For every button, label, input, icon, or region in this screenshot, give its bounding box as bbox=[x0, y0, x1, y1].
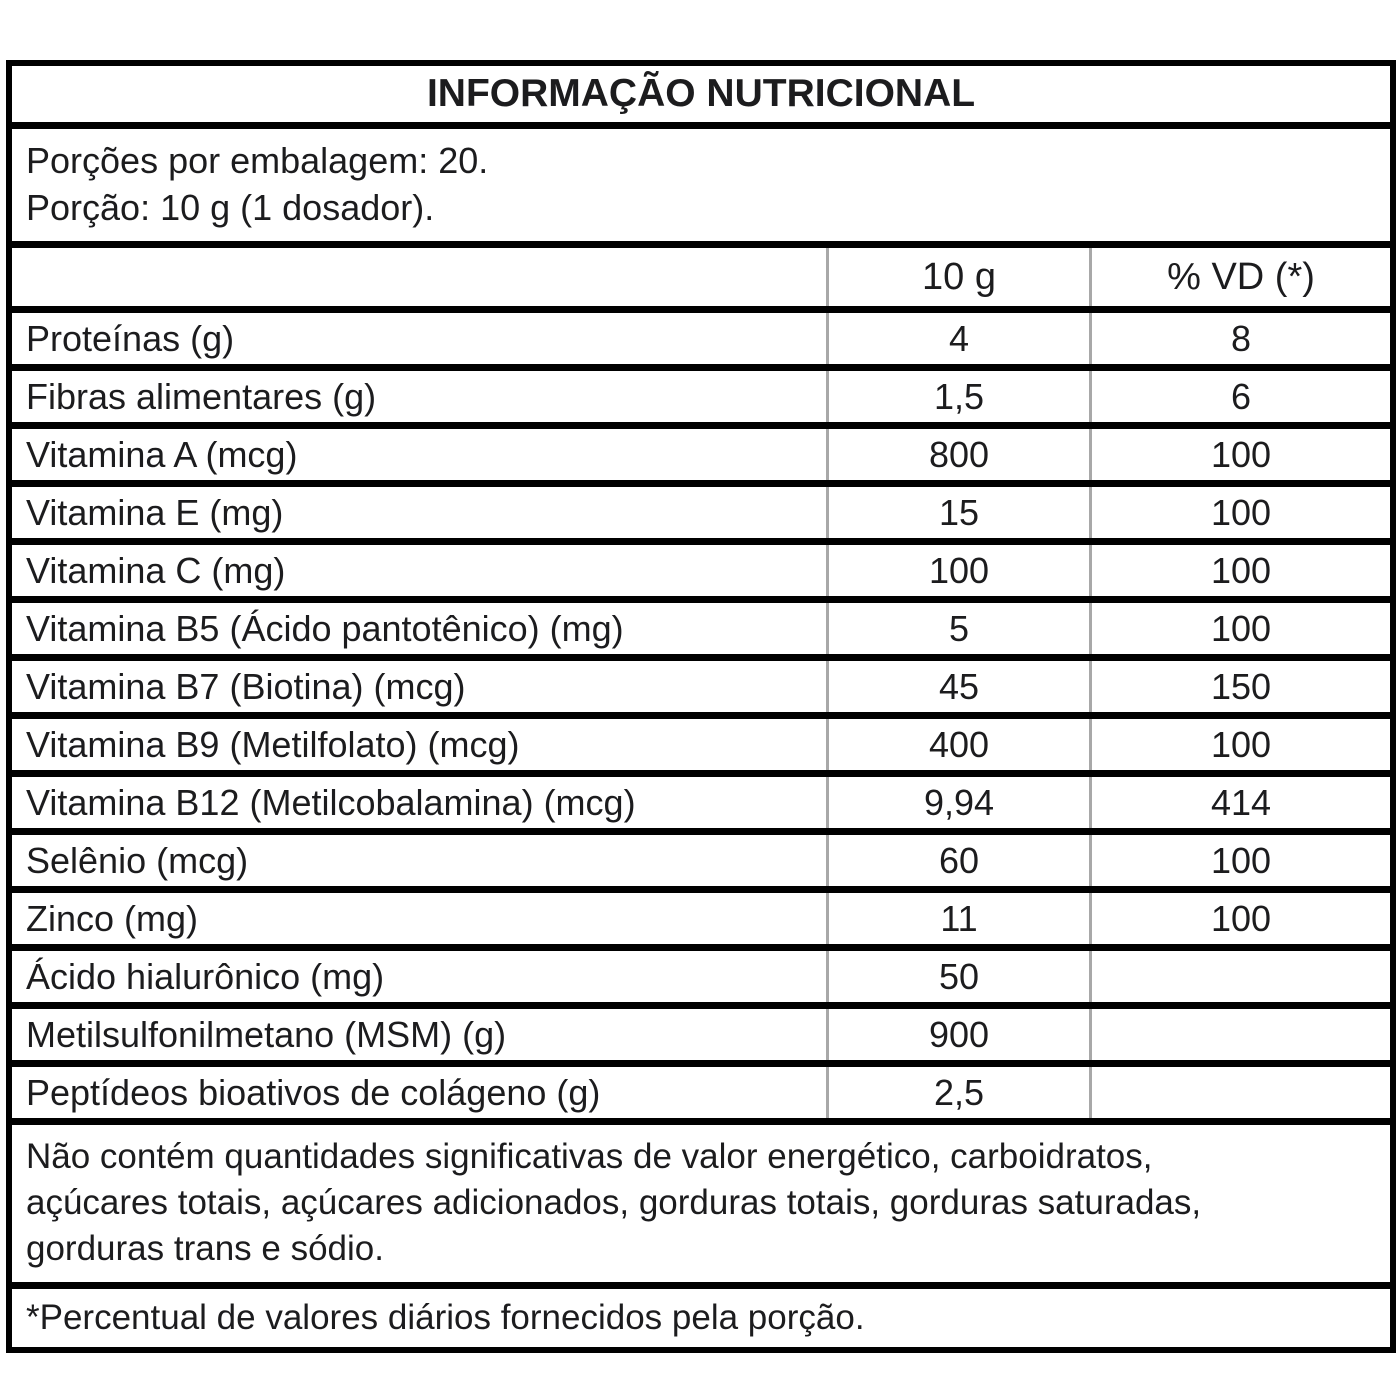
nutrient-amount: 9,94 bbox=[826, 777, 1089, 828]
table-row: Proteínas (g) 4 8 bbox=[12, 313, 1390, 371]
nutrient-label: Fibras alimentares (g) bbox=[26, 375, 377, 417]
nutrient-amount: 1,5 bbox=[826, 371, 1089, 422]
nutrient-label: Vitamina B7 (Biotina) (mcg) bbox=[26, 665, 466, 707]
nutrient-vd: 100 bbox=[1089, 429, 1390, 480]
nutrient-amount: 800 bbox=[826, 429, 1089, 480]
nutrient-amount: 100 bbox=[826, 545, 1089, 596]
no-significant-amounts-note: Não contém quantidades significativas de… bbox=[12, 1125, 1390, 1289]
table-row: Vitamina C (mg) 100 100 bbox=[12, 545, 1390, 603]
nutrient-vd bbox=[1089, 1009, 1390, 1060]
nutrient-vd: 8 bbox=[1089, 313, 1390, 364]
nutrient-label: Proteínas (g) bbox=[26, 317, 235, 359]
nutrient-vd: 100 bbox=[1089, 545, 1390, 596]
table-row: Vitamina E (mg) 15 100 bbox=[12, 487, 1390, 545]
table-row: Ácido hialurônico (mg) 50 bbox=[12, 951, 1390, 1009]
nutrient-vd: 6 bbox=[1089, 371, 1390, 422]
table-row: Selênio (mcg) 60 100 bbox=[12, 835, 1390, 893]
nutrient-amount: 11 bbox=[826, 893, 1089, 944]
table-row: Vitamina B12 (Metilcobalamina) (mcg) 9,9… bbox=[12, 777, 1390, 835]
nutrient-label: Vitamina A (mcg) bbox=[26, 433, 298, 475]
column-header-vd: % VD (*) bbox=[1089, 248, 1390, 306]
nutrient-amount: 50 bbox=[826, 951, 1089, 1002]
nutrient-amount: 45 bbox=[826, 661, 1089, 712]
footnote-text: *Percentual de valores diários fornecido… bbox=[26, 1298, 865, 1337]
table-header-row: 10 g % VD (*) bbox=[12, 248, 1390, 313]
page-title: INFORMAÇÃO NUTRICIONAL bbox=[426, 72, 976, 115]
nutrient-label: Vitamina C (mg) bbox=[26, 549, 286, 591]
nutrient-vd: 100 bbox=[1089, 603, 1390, 654]
column-header-amount: 10 g bbox=[826, 248, 1089, 306]
table-row: Peptídeos bioativos de colágeno (g) 2,5 bbox=[12, 1067, 1390, 1118]
nutrient-vd: 100 bbox=[1089, 893, 1390, 944]
servings-per-package-text: Porções por embalagem: 20. bbox=[26, 140, 489, 181]
nutrient-vd: 100 bbox=[1089, 719, 1390, 770]
nutrient-vd: 100 bbox=[1089, 487, 1390, 538]
nutrient-amount: 60 bbox=[826, 835, 1089, 886]
table-row: Zinco (mg) 11 100 bbox=[12, 893, 1390, 951]
nutrient-label: Vitamina B12 (Metilcobalamina) (mcg) bbox=[26, 781, 636, 823]
nutrient-vd: 100 bbox=[1089, 835, 1390, 886]
nutrient-amount: 900 bbox=[826, 1009, 1089, 1060]
nutrient-label: Vitamina B9 (Metilfolato) (mcg) bbox=[26, 723, 520, 765]
nutrient-amount: 2,5 bbox=[826, 1067, 1089, 1118]
nutrient-label: Metilsulfonilmetano (MSM) (g) bbox=[26, 1013, 507, 1055]
table-row: Fibras alimentares (g) 1,5 6 bbox=[12, 371, 1390, 429]
nutrient-vd: 414 bbox=[1089, 777, 1390, 828]
serving-size-text: Porção: 10 g (1 dosador). bbox=[26, 187, 435, 228]
nutrient-table: 10 g % VD (*) Proteínas (g) 4 8 Fibras a… bbox=[12, 248, 1390, 1125]
nutrient-amount: 15 bbox=[826, 487, 1089, 538]
table-row: Vitamina B5 (Ácido pantotênico) (mg) 5 1… bbox=[12, 603, 1390, 661]
table-row: Metilsulfonilmetano (MSM) (g) 900 bbox=[12, 1009, 1390, 1067]
nutrient-label: Zinco (mg) bbox=[26, 897, 199, 939]
note-line: açúcares totais, açúcares adicionados, g… bbox=[26, 1183, 1202, 1222]
column-header-nutrient bbox=[12, 248, 826, 306]
note-line: gorduras trans e sódio. bbox=[26, 1229, 384, 1268]
nutrient-amount: 400 bbox=[826, 719, 1089, 770]
daily-value-footnote: *Percentual de valores diários fornecido… bbox=[12, 1289, 1390, 1347]
nutrient-label: Selênio (mcg) bbox=[26, 839, 249, 881]
note-line: Não contém quantidades significativas de… bbox=[26, 1137, 1153, 1176]
nutrient-label: Vitamina E (mg) bbox=[26, 491, 284, 533]
table-row: Vitamina B7 (Biotina) (mcg) 45 150 bbox=[12, 661, 1390, 719]
nutrient-label: Vitamina B5 (Ácido pantotênico) (mg) bbox=[26, 607, 624, 649]
nutrient-vd bbox=[1089, 1067, 1390, 1118]
nutrient-amount: 4 bbox=[826, 313, 1089, 364]
nutrient-amount: 5 bbox=[826, 603, 1089, 654]
table-row: Vitamina A (mcg) 800 100 bbox=[12, 429, 1390, 487]
portion-info-box: Porções por embalagem: 20. Porção: 10 g … bbox=[12, 129, 1390, 248]
nutrient-vd: 150 bbox=[1089, 661, 1390, 712]
table-row: Vitamina B9 (Metilfolato) (mcg) 400 100 bbox=[12, 719, 1390, 777]
nutrition-facts-panel: INFORMAÇÃO NUTRICIONAL Porções por embal… bbox=[6, 60, 1396, 1353]
title-row: INFORMAÇÃO NUTRICIONAL bbox=[12, 66, 1390, 129]
nutrient-label: Peptídeos bioativos de colágeno (g) bbox=[26, 1071, 601, 1113]
nutrient-label: Ácido hialurônico (mg) bbox=[26, 955, 385, 997]
nutrient-vd bbox=[1089, 951, 1390, 1002]
